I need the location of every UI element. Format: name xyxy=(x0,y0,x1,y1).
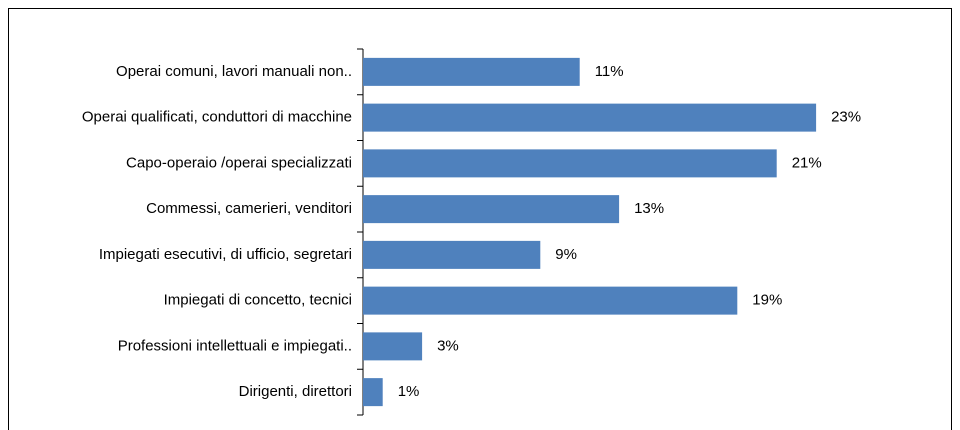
category-label: Impiegati esecutivi, di ufficio, segreta… xyxy=(99,246,352,263)
category-label: Commessi, camerieri, venditori xyxy=(146,200,352,217)
bar xyxy=(363,149,777,178)
data-label: 23% xyxy=(831,109,861,126)
bar xyxy=(363,378,383,407)
bar xyxy=(363,195,620,224)
bar xyxy=(363,286,738,315)
bar xyxy=(363,240,541,269)
category-label: Professioni intellettuali e impiegati.. xyxy=(118,337,352,354)
category-label: Impiegati di concetto, tecnici xyxy=(164,292,352,309)
bar xyxy=(363,57,580,86)
category-label: Capo-operaio /operai specializzati xyxy=(126,154,352,171)
data-label: 9% xyxy=(555,246,577,263)
data-label: 21% xyxy=(792,154,822,171)
data-label: 11% xyxy=(595,63,624,80)
category-label: Operai qualificati, conduttori di macchi… xyxy=(82,109,352,126)
data-label: 3% xyxy=(437,337,459,354)
bar xyxy=(363,332,423,361)
bar xyxy=(363,103,817,132)
category-label: Dirigenti, direttori xyxy=(239,383,352,400)
data-label: 13% xyxy=(634,200,664,217)
data-label: 19% xyxy=(752,292,782,309)
data-label: 1% xyxy=(398,383,420,400)
category-label: Operai comuni, lavori manuali non.. xyxy=(116,63,352,80)
